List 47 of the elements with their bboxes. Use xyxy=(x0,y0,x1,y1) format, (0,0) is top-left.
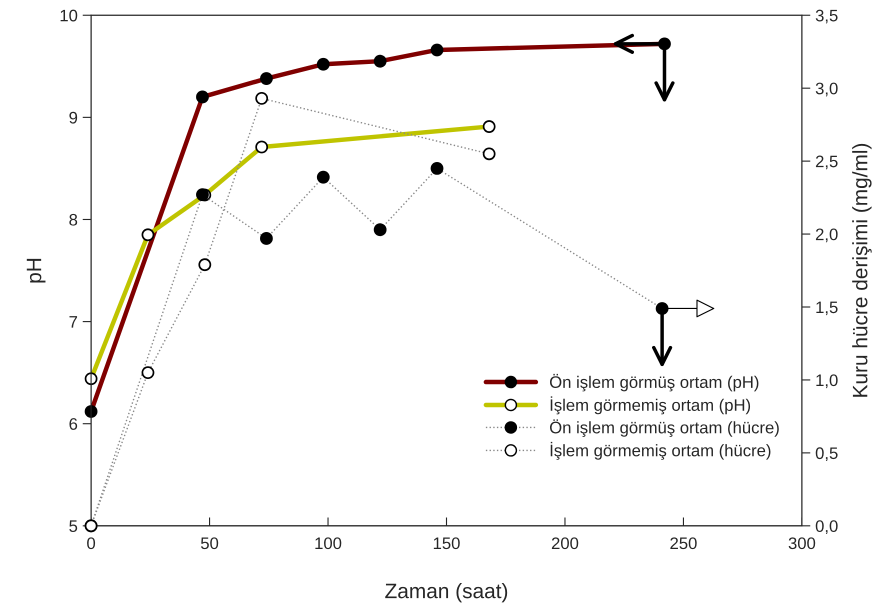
y2-axis-title: Kuru hücre derişimi (mg/ml) xyxy=(852,144,872,397)
y2-tick-label: 0,0 xyxy=(816,520,838,534)
legend-label: İşlem görmemiş ortam (hücre) xyxy=(550,442,770,460)
y-tick-label: 6 xyxy=(69,418,78,430)
y2-tick-label: 1,5 xyxy=(816,302,838,316)
legend-label: Ön işlem görmüş ortam (hücre) xyxy=(550,419,779,437)
y-tick-label: 5 xyxy=(69,520,78,532)
legend-label: Ön işlem görmüş ortam (pH) xyxy=(550,374,758,392)
y2-tick-label: 3,5 xyxy=(816,10,838,24)
x-tick-label: 100 xyxy=(315,537,342,550)
point xyxy=(196,90,209,104)
point xyxy=(142,228,154,242)
y2-tick-label: 1,0 xyxy=(816,374,838,388)
point xyxy=(430,44,444,56)
y-axis-title: pH xyxy=(26,258,46,283)
x-axis-title: Zaman (saat) xyxy=(385,583,508,602)
x-tick-label: 0 xyxy=(87,537,96,550)
point xyxy=(482,147,496,160)
y-tick-label: 10 xyxy=(60,10,78,22)
point xyxy=(260,232,273,245)
point xyxy=(430,162,444,175)
y-tick-label: 9 xyxy=(69,112,78,124)
x-tick-label: 300 xyxy=(788,537,816,550)
point xyxy=(198,258,212,272)
point xyxy=(316,170,330,184)
y2-tick-label: 2,0 xyxy=(816,228,838,242)
y2-tick-label: 2,5 xyxy=(816,156,838,170)
point xyxy=(316,58,330,71)
point xyxy=(374,54,387,68)
point xyxy=(84,405,98,418)
point xyxy=(374,223,387,236)
x-tick-label: 200 xyxy=(552,537,578,550)
point xyxy=(196,188,209,202)
point xyxy=(255,140,268,154)
x-tick-label: 150 xyxy=(434,537,460,550)
point xyxy=(260,72,273,85)
point xyxy=(142,366,154,380)
y2-tick-label: 0,5 xyxy=(816,447,838,462)
x-tick-label: 250 xyxy=(670,537,697,550)
y-tick-label: 7 xyxy=(69,316,78,328)
point xyxy=(255,92,268,105)
y-tick-label: 8 xyxy=(69,214,78,226)
legend-label: İşlem görmemiş ortam (pH) xyxy=(550,396,750,414)
y2-tick-label: 3,0 xyxy=(816,82,838,96)
point xyxy=(84,372,98,386)
x-tick-label: 50 xyxy=(200,537,218,550)
point xyxy=(482,120,496,133)
